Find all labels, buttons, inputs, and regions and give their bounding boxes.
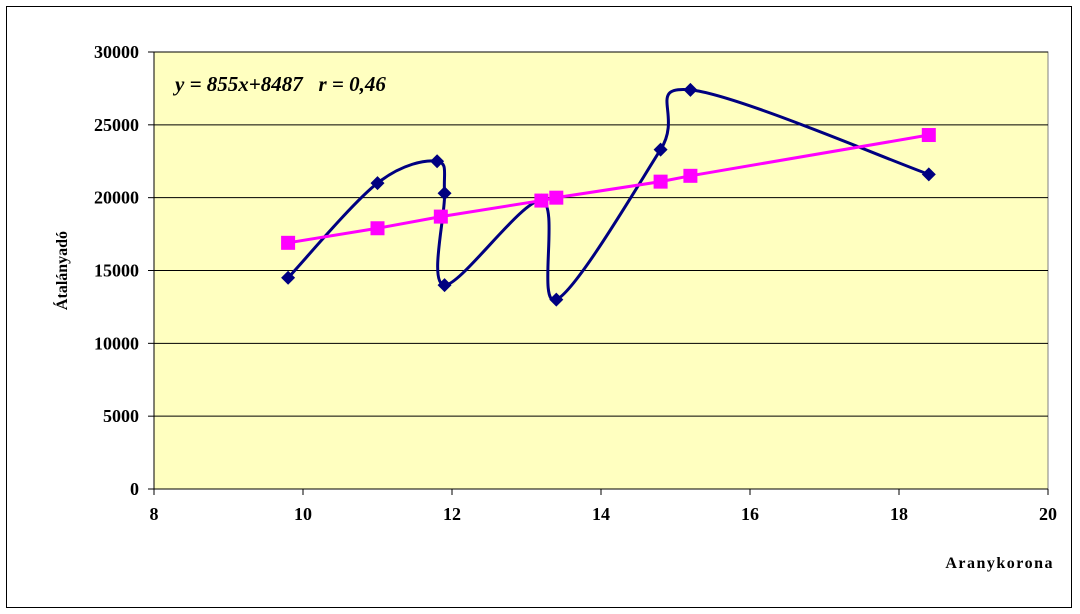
x-tick-label: 16 bbox=[741, 504, 759, 524]
y-axis-label: Átalányadó bbox=[52, 231, 71, 310]
x-tick-label: 8 bbox=[150, 504, 159, 524]
y-tick-label: 20000 bbox=[94, 188, 139, 208]
y-tick-label: 10000 bbox=[94, 333, 139, 353]
y-tick-label: 5000 bbox=[103, 406, 139, 426]
data-point bbox=[534, 194, 548, 208]
x-axis-label: Aranykorona bbox=[945, 555, 1054, 572]
regression-annotation: y = 855x+8487 r = 0,46 bbox=[172, 72, 386, 96]
data-point bbox=[549, 191, 563, 205]
x-tick-label: 20 bbox=[1039, 504, 1057, 524]
data-point bbox=[654, 175, 668, 189]
x-tick-label: 18 bbox=[890, 504, 908, 524]
x-tick-label: 14 bbox=[592, 504, 610, 524]
data-point bbox=[434, 210, 448, 224]
y-tick-label: 30000 bbox=[94, 42, 139, 62]
x-tick-labels: 8 10 12 14 16 18 20 bbox=[150, 504, 1058, 524]
y-tick-label: 15000 bbox=[94, 261, 139, 281]
data-point bbox=[371, 221, 385, 235]
y-tick-label: 25000 bbox=[94, 115, 139, 135]
y-tick-label: 0 bbox=[130, 479, 139, 499]
data-point bbox=[281, 236, 295, 250]
data-point bbox=[683, 169, 697, 183]
x-tick-label: 10 bbox=[294, 504, 312, 524]
y-tick-labels: 0 5000 10000 15000 20000 25000 30000 bbox=[94, 42, 139, 499]
data-point bbox=[922, 128, 936, 142]
x-tick-label: 12 bbox=[443, 504, 461, 524]
